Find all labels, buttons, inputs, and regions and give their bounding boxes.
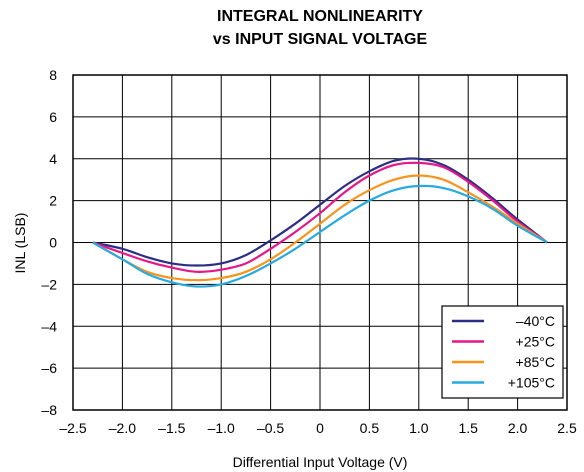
y-tick-label: –2 [41,276,57,292]
x-tick-label: –2.0 [109,420,136,436]
x-tick-label: –0.5 [257,420,284,436]
y-tick-label: 0 [49,235,57,251]
x-axis-label: Differential Input Voltage (V) [233,454,408,470]
x-tick-label: 1.0 [409,420,429,436]
y-tick-label: 8 [49,67,57,83]
legend-label: +105°C [508,375,555,391]
y-tick-label: 2 [49,193,57,209]
x-tick-label: –2.5 [59,420,86,436]
chart-subtitle: vs INPUT SIGNAL VOLTAGE [213,31,428,48]
series-line [92,174,548,282]
legend-label: +25°C [516,334,555,350]
x-tick-label: –1.5 [158,420,185,436]
y-tick-label: 6 [49,109,57,125]
x-tick-label: 0 [316,420,324,436]
x-tick-label: 0.5 [360,420,380,436]
series-line [92,184,548,288]
chart-title: INTEGRAL NONLINEARITY [217,8,423,25]
plot-frame [72,74,568,411]
x-tick-label: –1.0 [208,420,235,436]
y-tick-label: 4 [49,151,57,167]
x-tick-label: 2.0 [508,420,528,436]
series-group [92,157,548,288]
legend-label: +85°C [516,354,555,370]
y-axis-label: INL (LSB) [12,213,28,274]
series-line [92,161,548,273]
y-tick-label: –8 [41,402,57,418]
y-ticks: –8 –6 –4 –2 0 2 4 6 8 [41,67,57,418]
x-tick-label: 1.5 [458,420,478,436]
x-ticks: –2.5 –2.0 –1.5 –1.0 –0.5 0 0.5 1.0 1.5 2.0 2.5 [59,420,577,436]
x-tick-label: 2.5 [557,420,577,436]
y-tick-label: –4 [41,318,57,334]
y-tick-label: –6 [41,360,57,376]
series-line [92,157,548,267]
legend-label: –40°C [516,313,555,329]
legend: –40°C +25°C +85°C +105°C [441,305,564,399]
